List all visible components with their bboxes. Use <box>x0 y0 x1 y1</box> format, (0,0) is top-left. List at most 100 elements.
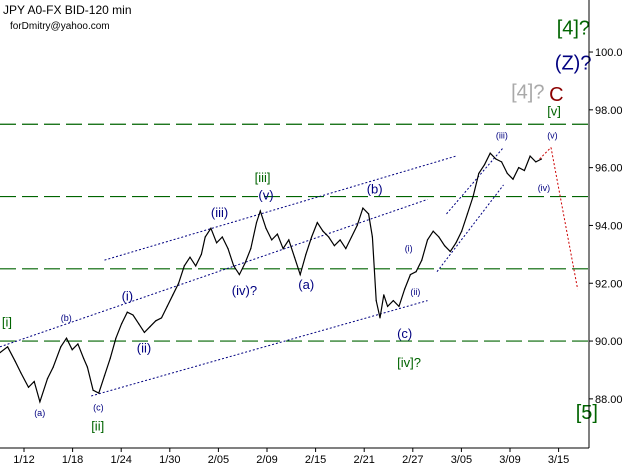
price-point <box>189 256 191 258</box>
price-point <box>478 172 480 175</box>
price-point <box>328 236 330 238</box>
wave-label: (ii) <box>410 287 420 297</box>
channel-line <box>104 155 457 261</box>
price-point <box>444 245 446 247</box>
price-point <box>14 360 16 362</box>
wave-label: (c) <box>397 326 412 341</box>
y-tick-label: 92.00 <box>595 278 623 290</box>
wave-label: (i) <box>122 289 134 304</box>
price-point <box>293 256 296 258</box>
y-axis-ticks: 88.00 90.00 92.00 94.00 96.00 98.00 100.0 <box>589 47 623 406</box>
x-tick-label: 1/18 <box>62 454 83 466</box>
price-point <box>379 317 381 319</box>
price-point <box>316 221 318 224</box>
price-point <box>216 242 218 244</box>
price-point <box>109 357 111 359</box>
price-point <box>210 227 212 229</box>
x-tick-label: 1/24 <box>110 454 131 466</box>
price-layer <box>0 152 543 404</box>
price-point <box>121 323 123 325</box>
price-point <box>535 161 537 163</box>
y-tick-label: 94.00 <box>595 220 623 232</box>
wave-label: [4]? <box>511 81 544 103</box>
y-tick-label: 100.0 <box>595 47 623 59</box>
price-point <box>495 158 497 160</box>
price-point <box>200 253 202 255</box>
price-point <box>7 346 9 348</box>
price-point <box>27 386 30 388</box>
price-point <box>166 305 168 307</box>
price-point <box>65 337 68 339</box>
wave-label: [v] <box>547 104 561 119</box>
price-point <box>265 227 267 229</box>
price-point <box>115 337 117 339</box>
price-point <box>155 320 157 322</box>
price-point <box>195 265 197 267</box>
wave-label: (iii) <box>496 131 508 141</box>
price-point <box>466 213 468 215</box>
x-tick-label: 3/15 <box>548 454 569 466</box>
price-point <box>339 239 341 241</box>
price-point <box>345 247 347 250</box>
price-point <box>432 230 434 232</box>
price-point <box>282 247 284 250</box>
x-tick-label: 1/12 <box>13 454 34 466</box>
wave-label: (i) <box>405 243 413 253</box>
price-point <box>461 230 463 232</box>
price-point <box>172 294 174 296</box>
price-point <box>483 164 486 166</box>
price-point <box>71 349 73 351</box>
price-point <box>138 323 140 325</box>
labels-layer: [i] (a) (b) (c) [ii] (i) (ii) (iii) (iv)? (v) [iii… <box>2 18 598 434</box>
price-point <box>426 239 429 241</box>
instrument-title: JPY A0-FX BID-120 min <box>3 3 132 17</box>
price-point <box>438 236 440 238</box>
price-point <box>250 247 252 250</box>
price-point <box>356 224 358 227</box>
price-point <box>311 236 313 238</box>
price-point <box>160 317 163 319</box>
price-point <box>383 294 385 296</box>
wave-label: (iv)? <box>232 283 257 298</box>
x-tick-label: 1/30 <box>159 454 180 466</box>
price-point <box>449 250 451 253</box>
price-point <box>126 311 128 313</box>
price-point <box>489 152 491 154</box>
price-point <box>322 230 324 232</box>
price-point <box>227 247 229 250</box>
price-point <box>368 213 370 215</box>
price-point <box>259 210 261 212</box>
price-point <box>404 288 406 290</box>
price-point <box>149 326 151 328</box>
price-point <box>92 389 94 391</box>
forecast-line <box>550 147 579 290</box>
wave-label: (Z)? <box>555 52 592 74</box>
wave-label: (iii) <box>211 205 228 220</box>
price-point <box>33 380 35 383</box>
wave-label: [4]? <box>557 18 590 40</box>
channel-line <box>446 147 504 215</box>
price-point <box>77 343 79 345</box>
price-point <box>540 158 543 160</box>
price-point <box>132 314 134 316</box>
x-tick-label: 2/21 <box>353 454 374 466</box>
wave-label: (a) <box>298 277 314 292</box>
price-point <box>371 236 373 238</box>
price-point <box>0 352 1 354</box>
price-point <box>143 331 145 333</box>
price-point <box>333 245 335 247</box>
price-point <box>421 259 423 261</box>
wave-label: C <box>549 84 563 106</box>
x-tick-label: 2/15 <box>305 454 326 466</box>
wave-label: [5] <box>576 402 598 424</box>
wave-label: (b) <box>61 313 72 323</box>
wave-label: (v) <box>547 131 558 141</box>
x-tick-label: 2/09 <box>256 454 277 466</box>
wave-label: (iv) <box>538 183 551 193</box>
wave-label: (c) <box>93 402 104 412</box>
x-axis-ticks: 1/12 1/18 1/24 1/30 2/05 2/09 2/15 2/21 2/27 3/05… <box>13 448 569 466</box>
price-point <box>83 357 85 359</box>
price-point <box>238 273 240 276</box>
